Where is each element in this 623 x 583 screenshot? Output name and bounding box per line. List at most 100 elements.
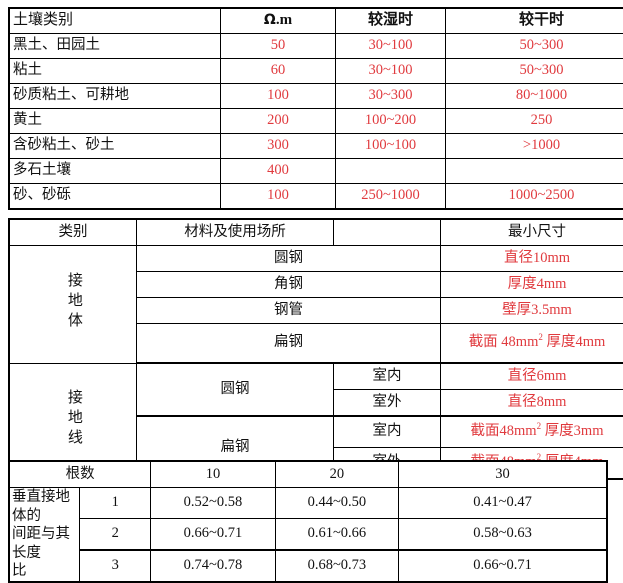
table-row: 砂、砂砾 100 250~1000 1000~2500 xyxy=(9,184,623,210)
soil-dry: 50~300 xyxy=(446,59,623,84)
table-row: 含砂粘土、砂土 300 100~100 >1000 xyxy=(9,134,623,159)
ratio-row-group-label: 垂直接地体的 间距与其长度 比 xyxy=(9,488,80,582)
material-location: 室内 xyxy=(334,363,441,390)
soil-header-dry: 较干时 xyxy=(446,8,623,34)
dimension-prefix: 截面48mm xyxy=(471,423,537,439)
ratio-value-20: 0.61~0.66 xyxy=(275,518,398,549)
soil-dry: 1000~2500 xyxy=(446,184,623,210)
material-name: 角钢 xyxy=(137,272,441,298)
soil-header-ohm: Ω.m xyxy=(221,8,336,34)
soil-category: 含砂粘土、砂土 xyxy=(9,134,221,159)
ratio-corner-label: 根数 xyxy=(9,461,151,488)
soil-dry: 80~1000 xyxy=(446,84,623,109)
dimension-prefix: 直径6mm xyxy=(508,368,567,384)
material-name: 圆钢 xyxy=(137,246,441,272)
soil-ohm: 400 xyxy=(221,159,336,184)
soil-header-wet: 较湿时 xyxy=(336,8,446,34)
ratio-count: 3 xyxy=(80,550,151,582)
material-header-material: 材料及使用场所 xyxy=(137,219,334,246)
ratio-value-10: 0.74~0.78 xyxy=(151,550,275,582)
ohm-symbol: Ω xyxy=(264,12,276,28)
soil-header-category: 土壤类别 xyxy=(9,8,221,34)
material-header-category: 类别 xyxy=(9,219,137,246)
soil-table-header-row: 土壤类别 Ω.m 较湿时 较干时 xyxy=(9,8,623,34)
dimension-suffix: 厚度4mm xyxy=(543,334,605,350)
ohm-suffix: .m xyxy=(276,12,292,28)
ratio-value-20: 0.68~0.73 xyxy=(275,550,398,582)
table-row: 接地线 圆钢 室内 直径6mm xyxy=(9,363,623,390)
material-name: 钢管 xyxy=(137,298,441,324)
soil-category: 粘土 xyxy=(9,59,221,84)
soil-wet xyxy=(336,159,446,184)
soil-dry: 50~300 xyxy=(446,34,623,59)
soil-wet: 30~100 xyxy=(336,34,446,59)
soil-category: 砂、砂砾 xyxy=(9,184,221,210)
ratio-header-20: 20 xyxy=(275,461,398,488)
material-name: 圆钢 xyxy=(137,363,334,416)
table-row: 多石土壤 400 xyxy=(9,159,623,184)
ratio-header-10: 10 xyxy=(151,461,275,488)
ratio-label-line-2: 间距与其长度 xyxy=(12,525,76,562)
material-table-header-row: 类别 材料及使用场所 最小尺寸 xyxy=(9,219,623,246)
ratio-value-30: 0.41~0.47 xyxy=(399,488,607,519)
soil-resistivity-table: 土壤类别 Ω.m 较湿时 较干时 黑土、田园土 50 30~100 50~300… xyxy=(8,7,623,210)
material-group-category-label: 接地线 xyxy=(65,389,81,449)
table-row: 接地体 圆钢 直径10mm xyxy=(9,246,623,272)
ratio-header-30: 30 xyxy=(399,461,607,488)
material-dimension: 截面48mm2 厚度3mm xyxy=(441,416,623,448)
table-row: 2 0.66~0.71 0.61~0.66 0.58~0.63 xyxy=(9,518,607,549)
material-header-blank xyxy=(334,219,441,246)
dimension-prefix: 直径10mm xyxy=(504,250,570,266)
soil-dry: >1000 xyxy=(446,134,623,159)
soil-wet: 100~200 xyxy=(336,109,446,134)
dimension-prefix: 截面 48mm xyxy=(469,334,539,350)
ratio-table-header-row: 根数 10 20 30 xyxy=(9,461,607,488)
soil-table-body: 土壤类别 Ω.m 较湿时 较干时 黑土、田园土 50 30~100 50~300… xyxy=(9,8,623,209)
soil-wet: 30~300 xyxy=(336,84,446,109)
material-name: 扁钢 xyxy=(137,324,441,364)
material-dimension: 直径10mm xyxy=(441,246,623,272)
soil-category: 多石土壤 xyxy=(9,159,221,184)
material-dimension: 壁厚3.5mm xyxy=(441,298,623,324)
material-location: 室外 xyxy=(334,390,441,417)
table-row: 垂直接地体的 间距与其长度 比 1 0.52~0.58 0.44~0.50 0.… xyxy=(9,488,607,519)
table-row: 砂质粘土、可耕地 100 30~300 80~1000 xyxy=(9,84,623,109)
soil-dry xyxy=(446,159,623,184)
soil-category: 黄土 xyxy=(9,109,221,134)
soil-dry: 250 xyxy=(446,109,623,134)
material-dimension-table: 类别 材料及使用场所 最小尺寸 接地体 圆钢 直径10mm 角钢 厚度4mm 钢… xyxy=(8,218,623,480)
material-dimension: 厚度4mm xyxy=(441,272,623,298)
ratio-label-line-1: 垂直接地体的 xyxy=(12,488,76,525)
ratio-value-10: 0.52~0.58 xyxy=(151,488,275,519)
table-row: 黑土、田园土 50 30~100 50~300 xyxy=(9,34,623,59)
soil-category: 砂质粘土、可耕地 xyxy=(9,84,221,109)
soil-ohm: 300 xyxy=(221,134,336,159)
ratio-value-30: 0.58~0.63 xyxy=(399,518,607,549)
soil-wet: 100~100 xyxy=(336,134,446,159)
soil-ohm: 50 xyxy=(221,34,336,59)
material-dimension: 直径6mm xyxy=(441,363,623,390)
soil-ohm: 200 xyxy=(221,109,336,134)
table-row: 3 0.74~0.78 0.68~0.73 0.66~0.71 xyxy=(9,550,607,582)
ratio-label-line-3: 比 xyxy=(12,562,76,581)
ratio-value-10: 0.66~0.71 xyxy=(151,518,275,549)
spacing-ratio-table: 根数 10 20 30 垂直接地体的 间距与其长度 比 1 0.52~0.58 … xyxy=(8,460,608,583)
material-dimension: 截面 48mm2 厚度4mm xyxy=(441,324,623,364)
table-row: 黄土 200 100~200 250 xyxy=(9,109,623,134)
ratio-count: 1 xyxy=(80,488,151,519)
soil-ohm: 100 xyxy=(221,184,336,210)
material-table-body: 类别 材料及使用场所 最小尺寸 接地体 圆钢 直径10mm 角钢 厚度4mm 钢… xyxy=(9,219,623,479)
dimension-prefix: 厚度4mm xyxy=(508,276,567,292)
dimension-prefix: 直径8mm xyxy=(508,394,567,410)
dimension-prefix: 壁厚3.5mm xyxy=(502,302,572,318)
ratio-table-body: 根数 10 20 30 垂直接地体的 间距与其长度 比 1 0.52~0.58 … xyxy=(9,461,607,582)
material-group-category: 接地体 xyxy=(9,246,137,364)
soil-wet: 250~1000 xyxy=(336,184,446,210)
table-row: 粘土 60 30~100 50~300 xyxy=(9,59,623,84)
soil-category: 黑土、田园土 xyxy=(9,34,221,59)
ratio-value-30: 0.66~0.71 xyxy=(399,550,607,582)
soil-ohm: 60 xyxy=(221,59,336,84)
soil-wet: 30~100 xyxy=(336,59,446,84)
soil-ohm: 100 xyxy=(221,84,336,109)
